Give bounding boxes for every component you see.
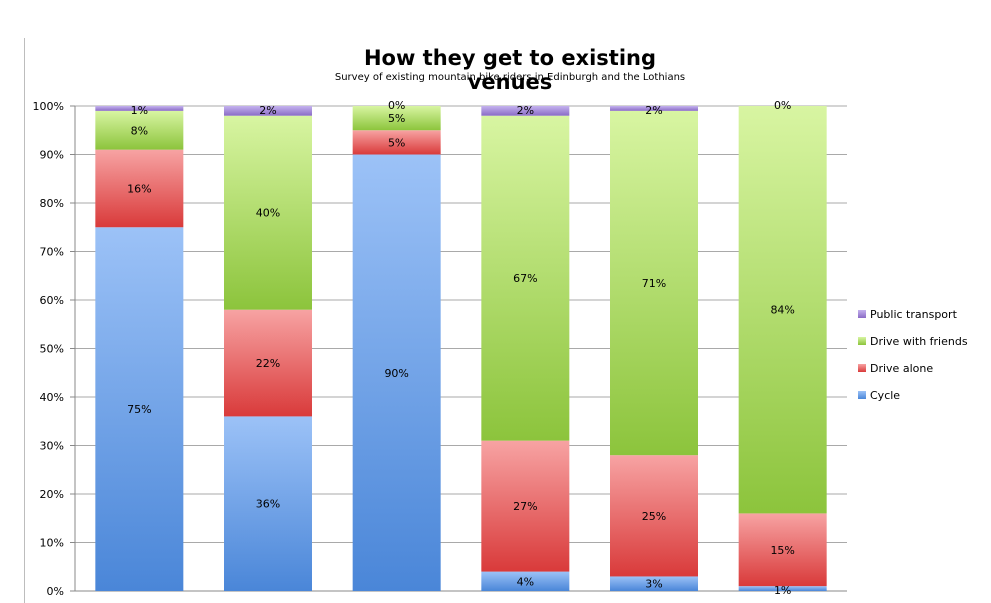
y-tick-label: 100% <box>33 100 64 113</box>
data-label: 16% <box>127 182 151 195</box>
data-label: 36% <box>256 498 280 511</box>
bar-segment-drive-with-friends <box>610 110 698 456</box>
data-label: 8% <box>131 124 148 137</box>
bar-segment-public-transport <box>610 106 698 111</box>
bar-segment-cycle <box>610 576 698 591</box>
bar-segment-drive-with-friends <box>95 110 184 150</box>
data-label: 71% <box>642 277 666 290</box>
bar-segment-cycle <box>95 227 184 591</box>
y-tick-label: 90% <box>40 149 64 162</box>
bar-segment-drive-with-friends <box>738 106 827 514</box>
data-label: 40% <box>256 207 280 220</box>
bar-segment-drive-with-friends <box>481 115 570 441</box>
bar-segment-drive-alone <box>352 130 441 155</box>
data-label: 4% <box>517 575 534 588</box>
bar-segment-public-transport <box>95 106 184 111</box>
bar-segment-drive-alone <box>738 513 827 587</box>
data-label: 3% <box>645 578 662 591</box>
y-tick-label: 20% <box>40 488 64 501</box>
legend-swatch <box>858 364 866 372</box>
bar-segment-cycle <box>352 154 441 591</box>
data-label: 84% <box>770 304 794 317</box>
y-tick-label: 0% <box>47 585 64 598</box>
bar-segment-drive-alone <box>610 455 698 577</box>
data-label: 5% <box>388 112 405 125</box>
data-label: 90% <box>384 367 408 380</box>
y-tick-label: 60% <box>40 294 64 307</box>
legend-label: Drive alone <box>870 362 933 375</box>
data-label: 5% <box>388 136 405 149</box>
left-border-line <box>24 38 25 603</box>
bar-segment-cycle <box>224 416 312 591</box>
legend-swatch <box>858 391 866 399</box>
bar-segment-drive-alone <box>481 440 570 572</box>
y-tick-label: 10% <box>40 537 64 550</box>
data-label: 27% <box>513 500 537 513</box>
data-label: 15% <box>770 544 794 557</box>
data-label: 2% <box>259 104 276 117</box>
bar-segment-drive-alone <box>95 149 184 228</box>
chart-subtitle: Survey of existing mountain bike riders … <box>334 72 686 83</box>
y-tick-label: 40% <box>40 391 64 404</box>
legend-swatch <box>858 337 866 345</box>
data-label: 2% <box>517 104 534 117</box>
data-label: 0% <box>388 99 405 112</box>
bar-segment-public-transport <box>481 106 570 116</box>
legend-label: Drive with friends <box>870 335 968 348</box>
data-label: 1% <box>774 584 791 597</box>
legend-label: Public transport <box>870 308 958 321</box>
data-label: 1% <box>131 104 148 117</box>
legend-label: Cycle <box>870 389 900 402</box>
legend-swatch <box>858 310 866 318</box>
bar-segment-cycle <box>738 586 827 591</box>
data-label: 22% <box>256 357 280 370</box>
data-label: 2% <box>645 104 662 117</box>
bar-segment-drive-alone <box>224 309 312 417</box>
chart-title: How they get to existing venues <box>363 46 657 94</box>
bar-segment-drive-with-friends <box>224 115 312 310</box>
y-tick-label: 70% <box>40 246 64 259</box>
data-label: 0% <box>774 99 791 112</box>
y-tick-label: 30% <box>40 440 64 453</box>
bar-segment-drive-with-friends <box>352 106 441 131</box>
y-tick-label: 50% <box>40 343 64 356</box>
data-label: 67% <box>513 272 537 285</box>
bar-segment-public-transport <box>224 106 312 116</box>
y-tick-label: 80% <box>40 197 64 210</box>
data-label: 75% <box>127 403 151 416</box>
bar-segment-cycle <box>481 571 570 591</box>
data-label: 25% <box>642 510 666 523</box>
